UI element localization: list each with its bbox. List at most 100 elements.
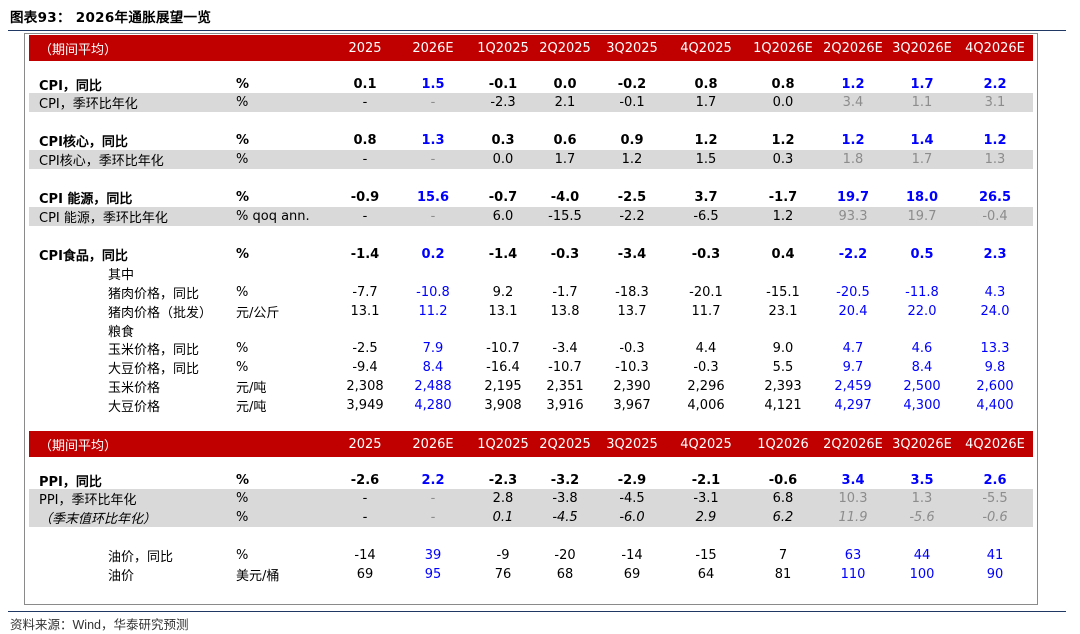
row-value-col-4: 0.0 <box>553 77 577 92</box>
header-col-10: 4Q2026E <box>965 40 1025 56</box>
row-value-col-8 <box>813 264 893 283</box>
row-value-col-5: -0.3 <box>619 341 645 356</box>
row-value-col-9: -11.8 <box>905 285 939 300</box>
header-col-4: 2Q2025 <box>539 40 591 56</box>
row-label: 猪肉价格，同比 <box>108 287 200 302</box>
header-col-3: 1Q2025 <box>477 436 529 452</box>
row-value-col-9: 1.7 <box>910 77 934 92</box>
table-row: 玉米价格，同比% -2.5 7.9 -10.7 -3.4 -0.3 4.4 9.0 4.7 4.6… <box>29 339 1033 358</box>
row-value-col-3: 0.1 <box>492 510 514 525</box>
row-value-col-5: -0.2 <box>617 77 647 92</box>
row-value-col-6: -0.3 <box>691 247 721 262</box>
row-value-col-9: 3.5 <box>910 473 934 488</box>
row-label: CPI 能源，季环比年化 <box>39 211 168 226</box>
header-col-2: 2026E <box>412 436 454 452</box>
row-value-col-8: 9.7 <box>842 360 864 375</box>
table-row: 猪肉价格（批发） 元/公斤 13.1 11.2 13.1 13.8 13.7 11.7 23.1… <box>29 302 1033 321</box>
row-value-col-1: -7.7 <box>352 285 378 300</box>
row-value-col-7 <box>743 264 823 283</box>
row-value-col-10: 26.5 <box>978 190 1012 205</box>
header-col-9: 3Q2026E <box>892 40 952 56</box>
header-col-5: 3Q2025 <box>606 436 658 452</box>
row-value-col-8: 2,459 <box>834 379 872 394</box>
row-value-col-4: -3.8 <box>552 491 578 506</box>
row-value-col-4: 0.6 <box>553 133 577 148</box>
row-value-col-5: -6.0 <box>619 510 645 525</box>
row-value-col-5: -4.5 <box>619 491 645 506</box>
row-value-col-7: 5.5 <box>772 360 794 375</box>
table-row: 油价 美元/桶 69 95 76 68 69 64 81 110 100 90 <box>29 565 1033 584</box>
row-value-col-10: 13.3 <box>980 341 1010 356</box>
row-unit: % <box>236 95 249 110</box>
row-value-col-9: 1.1 <box>911 95 933 110</box>
row-label: （季末值环比年化） <box>39 512 157 527</box>
row-value-col-6: 1.7 <box>695 95 717 110</box>
row-value-col-1: 0.8 <box>353 133 377 148</box>
header-period-label: （期间平均） <box>39 41 118 57</box>
row-value-col-10: 9.8 <box>984 360 1006 375</box>
row-value-col-5: -18.3 <box>615 285 649 300</box>
row-value-col-3: -0.7 <box>488 190 518 205</box>
row-value-col-9: 8.4 <box>911 360 933 375</box>
row-value-col-5: -3.4 <box>617 247 647 262</box>
row-value-col-7: 81 <box>774 567 792 582</box>
header-col-9: 3Q2026E <box>892 436 952 452</box>
header-col-10: 4Q2026E <box>965 436 1025 452</box>
row-value-col-4: -3.2 <box>550 473 580 488</box>
row-value-col-7: -15.1 <box>766 285 800 300</box>
row-value-col-10: -0.4 <box>982 209 1008 224</box>
row-value-col-8: 1.2 <box>841 77 865 92</box>
table-row: CPI核心，同比% 0.8 1.3 0.3 0.6 0.9 1.2 1.2 1.2 1.4 1.2 <box>29 131 1033 150</box>
row-value-col-8: 1.2 <box>841 133 865 148</box>
table-row: 猪肉价格，同比% -7.7 -10.8 9.2 -1.7 -18.3 -20.1 -15.1 -… <box>29 283 1033 302</box>
row-value-col-10: 41 <box>986 548 1004 563</box>
row-value-col-6: 0.8 <box>694 77 718 92</box>
row-label: CPI核心，季环比年化 <box>39 154 164 169</box>
row-value-col-4: 1.7 <box>554 152 576 167</box>
table-frame <box>24 33 1038 605</box>
row-value-col-10: 4.3 <box>984 285 1006 300</box>
row-label: PPI，同比 <box>39 475 102 490</box>
row-value-col-3: 0.3 <box>491 133 515 148</box>
row-value-col-7: 0.8 <box>771 77 795 92</box>
row-value-col-6: 2,296 <box>687 379 725 394</box>
row-value-col-5: 2,390 <box>613 379 651 394</box>
table-row: 玉米价格 元/吨 2,308 2,488 2,195 2,351 2,390 2,296 2,3… <box>29 377 1033 396</box>
row-value-col-9: 100 <box>909 567 935 582</box>
row-value-col-9: 44 <box>913 548 931 563</box>
row-value-col-3: 6.0 <box>492 209 514 224</box>
row-value-col-3: 2,195 <box>484 379 522 394</box>
row-value-col-8: 4.7 <box>842 341 864 356</box>
row-value-col-9: 22.0 <box>907 304 937 319</box>
row-value-col-5 <box>592 321 672 340</box>
row-unit: 元/吨 <box>236 381 267 396</box>
row-value-col-3: 2.8 <box>492 491 514 506</box>
figure-title: 图表93： 2026年通胀展望一览 <box>10 10 212 26</box>
row-value-col-9: 0.5 <box>910 247 934 262</box>
row-value-col-5: -0.1 <box>619 95 645 110</box>
row-value-col-6: 64 <box>697 567 715 582</box>
row-label: CPI 能源，同比 <box>39 192 133 207</box>
row-value-col-4: 13.8 <box>550 304 580 319</box>
row-label: 其中 <box>108 268 135 283</box>
row-value-col-1: 0.1 <box>353 77 377 92</box>
row-value-col-10: 2.6 <box>983 473 1007 488</box>
row-value-col-7: 0.4 <box>771 247 795 262</box>
top-rule <box>8 30 1066 31</box>
row-value-col-2: 15.6 <box>416 190 450 205</box>
header-col-7: 1Q2026E <box>753 40 813 56</box>
row-value-col-7: 23.1 <box>768 304 798 319</box>
row-value-col-5: 0.9 <box>620 133 644 148</box>
row-unit: % <box>236 360 249 375</box>
row-value-col-7: 1.2 <box>772 209 794 224</box>
row-value-col-2: - <box>430 95 436 110</box>
row-value-col-9: -5.6 <box>909 510 935 525</box>
row-value-col-6: 4,006 <box>687 398 725 413</box>
row-value-col-8: 3.4 <box>841 473 865 488</box>
row-value-col-4: 3,916 <box>546 398 584 413</box>
row-value-col-3: 0.0 <box>492 152 514 167</box>
row-value-col-1: -0.9 <box>350 190 380 205</box>
row-value-col-9: 18.0 <box>905 190 939 205</box>
row-label: 玉米价格 <box>108 381 161 396</box>
row-value-col-9: 1.3 <box>911 491 933 506</box>
